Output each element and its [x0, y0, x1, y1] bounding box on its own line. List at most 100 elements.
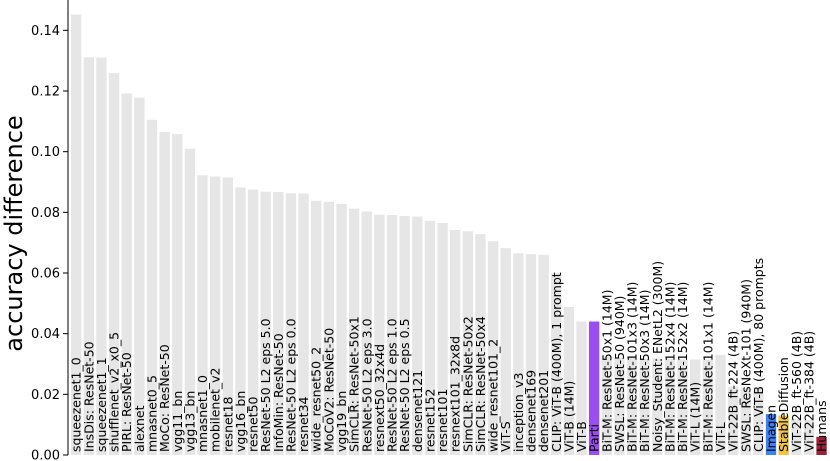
bar [614, 357, 625, 455]
bar [235, 187, 246, 455]
y-tick-label: 0.00 [31, 449, 60, 461]
y-tick-label: 0.08 [31, 206, 60, 221]
bar [412, 216, 423, 455]
bar-label: ResNet-50 L2 eps 0.5 [397, 318, 412, 452]
bar [462, 231, 473, 455]
bar [83, 57, 94, 455]
bar-label: squeezenet1_1 [94, 357, 109, 452]
bar-label: CLIP: ViT-B (400M), 80 prompts [751, 258, 766, 452]
bar-label: MoCo: ResNet-50 [157, 344, 172, 452]
bar-label: squeezenet1_0 [69, 357, 84, 452]
bar-label: resnext101_32x8d [448, 336, 463, 452]
bar-label: ViT-B (14M) [561, 381, 576, 452]
bar-label: vgg13_bn [182, 391, 197, 452]
bar [715, 354, 726, 455]
bar [525, 254, 537, 455]
bar [664, 358, 676, 455]
bar-label: shufflenet_v2_x0_5 [107, 332, 122, 452]
bar-label: wide_resnet101_2 [486, 339, 501, 452]
bar [298, 193, 309, 455]
bar-label: vgg19_bn [334, 391, 349, 452]
bar [639, 358, 650, 455]
bar [652, 358, 663, 455]
y-tick-label: 0.12 [31, 85, 60, 100]
bar [727, 386, 739, 455]
bar-label: BiT-M: ResNet-152x4 (14M) [662, 282, 677, 452]
bar [172, 134, 183, 455]
bar [197, 175, 208, 455]
bar-label: BiT-M: ResNet-152x2 (14M) [675, 282, 690, 452]
bar-label: ViT-L (14M) [688, 382, 703, 452]
bar-label: alexnet [132, 405, 147, 452]
bar-label: ViT-22B_ft-560 (4B) [789, 331, 804, 452]
bar-label: densenet201 [536, 370, 551, 452]
bar-label: SimCLR: ResNet-50x4 [473, 316, 488, 452]
bar [803, 420, 815, 455]
bar-label: Imagen [764, 405, 779, 452]
bar [108, 73, 120, 455]
bar [601, 356, 612, 455]
bar [588, 321, 600, 455]
bar [753, 387, 764, 455]
bar-label: resnext50_32x4d [372, 344, 387, 452]
bar-label: ViT-22B_ft-384 (4B) [801, 331, 816, 452]
bar-label: InsDis: ResNet-50 [81, 341, 96, 452]
bar [273, 192, 284, 455]
bar [336, 203, 347, 455]
bar [487, 241, 499, 455]
bar [740, 387, 751, 455]
bar [374, 214, 385, 455]
bar [538, 254, 549, 455]
bar [513, 253, 524, 455]
bar-label: densenet121 [410, 370, 425, 452]
bar-label: vgg11_bn [170, 391, 185, 452]
bar [816, 436, 827, 455]
bars [71, 14, 827, 456]
bar-label: SWSL: ResNet-50 (940M) [612, 296, 627, 452]
bar-label: Noisy_Student: ENetL2 (300M) [650, 261, 665, 452]
bar-label: CLIP: ViT-B (400M), 1 prompt [549, 272, 564, 452]
bar-label: resnet101 [435, 389, 450, 452]
bar [500, 248, 511, 455]
bar [222, 177, 233, 455]
bar-label: resnet34 [296, 396, 311, 452]
bar-label: ResNet-50 L2 eps 5.0 [258, 318, 273, 452]
bar-label: mnasnet0_5 [144, 375, 159, 452]
bar-label: resnet18 [220, 396, 235, 452]
bar-label: MoCoV2: ResNet-50 [321, 328, 336, 452]
bar [791, 418, 802, 455]
bar [209, 176, 221, 456]
bar [159, 131, 170, 455]
bar-label: ViT-22B_ft-224 (4B) [726, 331, 741, 452]
bar [146, 119, 158, 455]
bar [323, 201, 335, 455]
bar-label: BiT-M: ResNet-50x3 (14M) [637, 290, 652, 452]
y-axis: 0.00 0.02 0.04 0.06 0.08 0.10 0.12 0.14 [31, 0, 69, 461]
bar-label: SimCLR: ResNet-50x2 [460, 316, 475, 452]
bar [702, 359, 714, 455]
bar [71, 14, 82, 456]
bar [677, 359, 688, 455]
bar [778, 415, 789, 455]
bar-label: resnet152 [422, 389, 437, 452]
y-tick-label: 0.02 [31, 388, 60, 403]
bar [437, 222, 448, 455]
bar-label: inception_v3 [511, 373, 526, 452]
bar [424, 220, 436, 455]
y-tick-label: 0.10 [31, 145, 60, 160]
bar [576, 321, 587, 455]
bar [386, 215, 398, 455]
bar [96, 57, 107, 455]
bar [184, 148, 196, 455]
bar-label: ResNet-50 L2 eps 0.0 [283, 318, 298, 452]
bar [260, 191, 271, 455]
bar [399, 215, 410, 455]
bar [475, 234, 486, 455]
bar [551, 273, 562, 455]
bar-label: BiT-M: ResNet-101x3 (14M) [625, 282, 640, 452]
bar-label: ViT-B [574, 421, 589, 452]
bar-label: SimCLR: ResNet-50x1 [347, 316, 362, 452]
y-tick-label: 0.14 [31, 24, 60, 39]
bar-label: densenet169 [523, 370, 538, 452]
bar-label: ResNet-50 L2 eps 1.0 [385, 318, 400, 452]
